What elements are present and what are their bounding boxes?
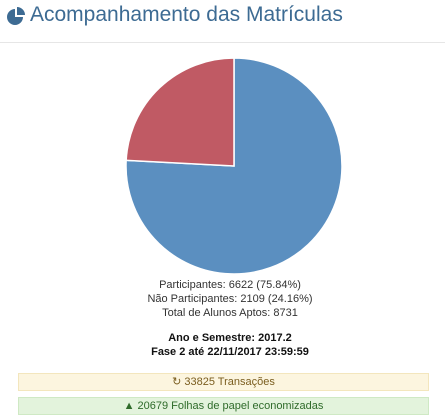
participantes-stat: Participantes: 6622 (75.84%) [159, 279, 301, 291]
fase-deadline: Fase 2 até 22/11/2017 23:59:59 [151, 346, 309, 358]
refresh-icon: ↻ [172, 376, 182, 388]
tree-icon: ▲ [123, 400, 135, 412]
folhas-text: 20679 Folhas de papel economizadas [137, 400, 324, 412]
enrollment-stats: Participantes: 6622 (75.84%) Não Partici… [0, 278, 445, 320]
pie-chart-icon [7, 7, 25, 25]
enrollment-pie-chart [125, 57, 343, 275]
total-aptos-stat: Total de Alunos Aptos: 8731 [162, 307, 298, 319]
page-header: Acompanhamento das Matrículas [0, 0, 445, 43]
transacoes-text: 33825 Transações [184, 376, 275, 388]
page-title: Acompanhamento das Matrículas [30, 3, 343, 26]
nao-participantes-stat: Não Participantes: 2109 (24.16%) [147, 293, 313, 305]
pie-slice-n-o-participantes [125, 57, 235, 167]
ano-semestre: Ano e Semestre: 2017.2 [168, 332, 292, 344]
transacoes-banner: ↻ 33825 Transações [18, 373, 429, 391]
period-info: Ano e Semestre: 2017.2 Fase 2 até 22/11/… [0, 331, 445, 359]
folhas-banner: ▲ 20679 Folhas de papel economizadas [18, 397, 429, 415]
